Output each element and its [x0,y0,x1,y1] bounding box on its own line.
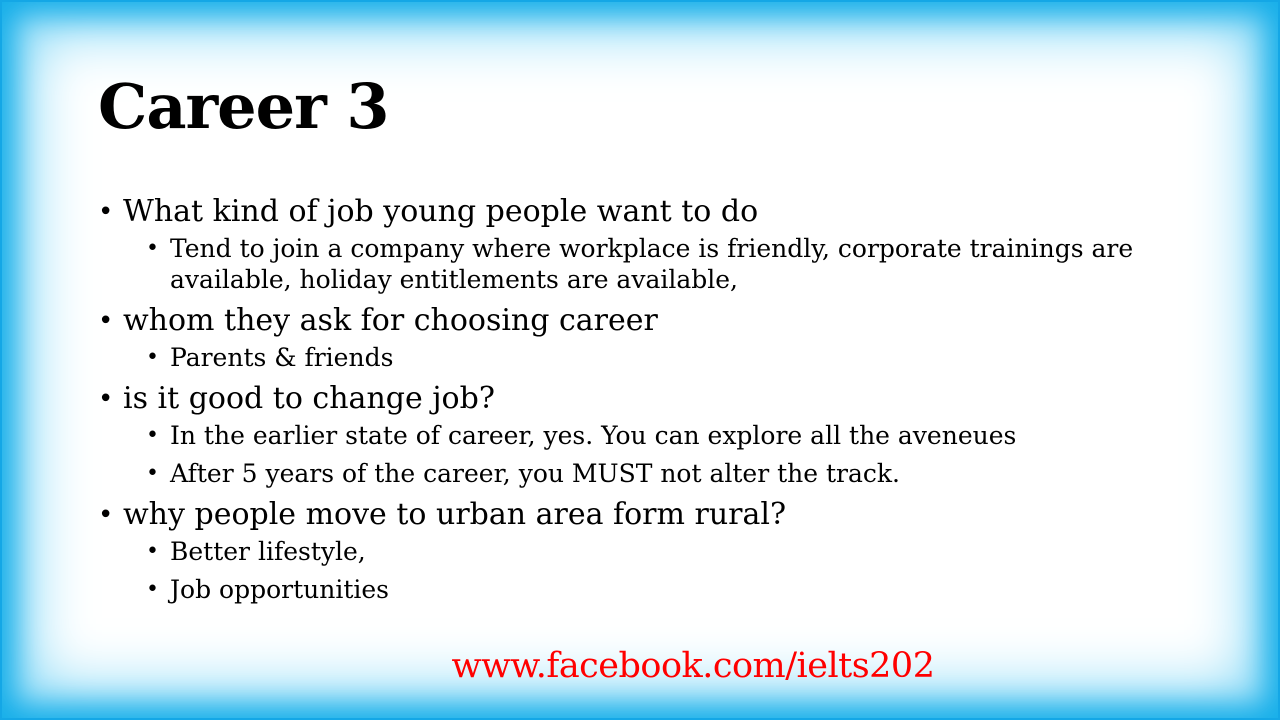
bullet-dot: • [98,384,114,414]
bullet-list: • What kind of job young people want to … [98,193,1218,612]
sub-bullet-item: • Parents & friends [146,342,1218,373]
bullet-dot: • [98,197,114,227]
facebook-link[interactable]: www.facebook.com/ielts202 [0,640,1280,692]
sub-bullet-list: • Better lifestyle, • Job opportunities [98,536,1218,605]
sub-bullet-dot: • [146,423,159,448]
sub-bullet-list: • Parents & friends [98,342,1218,373]
sub-bullet-text: Tend to join a company where workplace i… [170,234,1134,294]
sub-bullet-text: After 5 years of the career, you MUST no… [170,459,901,488]
sub-bullet-list: • Tend to join a company where workplace… [98,233,1218,295]
bullet-text: why people move to urban area form rural… [123,497,787,532]
sub-bullet-text: Better lifestyle, [170,537,366,566]
sub-bullet-dot: • [146,577,159,602]
bullet-item: • is it good to change job? [98,380,1218,418]
sub-bullet-item: • Job opportunities [146,574,1218,605]
bullet-text: whom they ask for choosing career [123,303,658,338]
sub-bullet-text: In the earlier state of career, yes. You… [170,421,1017,450]
bullet-item: • whom they ask for choosing career [98,302,1218,340]
sub-bullet-item: • In the earlier state of career, yes. Y… [146,420,1218,451]
bullet-dot: • [98,306,114,336]
bullet-item: • What kind of job young people want to … [98,193,1218,231]
sub-bullet-dot: • [146,345,159,370]
bullet-text: What kind of job young people want to do [123,194,759,229]
facebook-link-text[interactable]: www.facebook.com/ielts202 [451,646,935,686]
sub-bullet-item: • Better lifestyle, [146,536,1218,567]
sub-bullet-item: • After 5 years of the career, you MUST … [146,458,1218,489]
sub-bullet-dot: • [146,236,159,261]
sub-bullet-text: Parents & friends [170,343,394,372]
sub-bullet-text: Job opportunities [170,575,389,604]
sub-bullet-item: • Tend to join a company where workplace… [146,233,1218,295]
sub-bullet-dot: • [146,461,159,486]
sub-bullet-list: • In the earlier state of career, yes. Y… [98,420,1218,489]
sub-bullet-dot: • [146,539,159,564]
slide-title: Career 3 [98,70,389,143]
bullet-dot: • [98,500,114,530]
bullet-item: • why people move to urban area form rur… [98,496,1218,534]
bullet-text: is it good to change job? [123,381,495,416]
